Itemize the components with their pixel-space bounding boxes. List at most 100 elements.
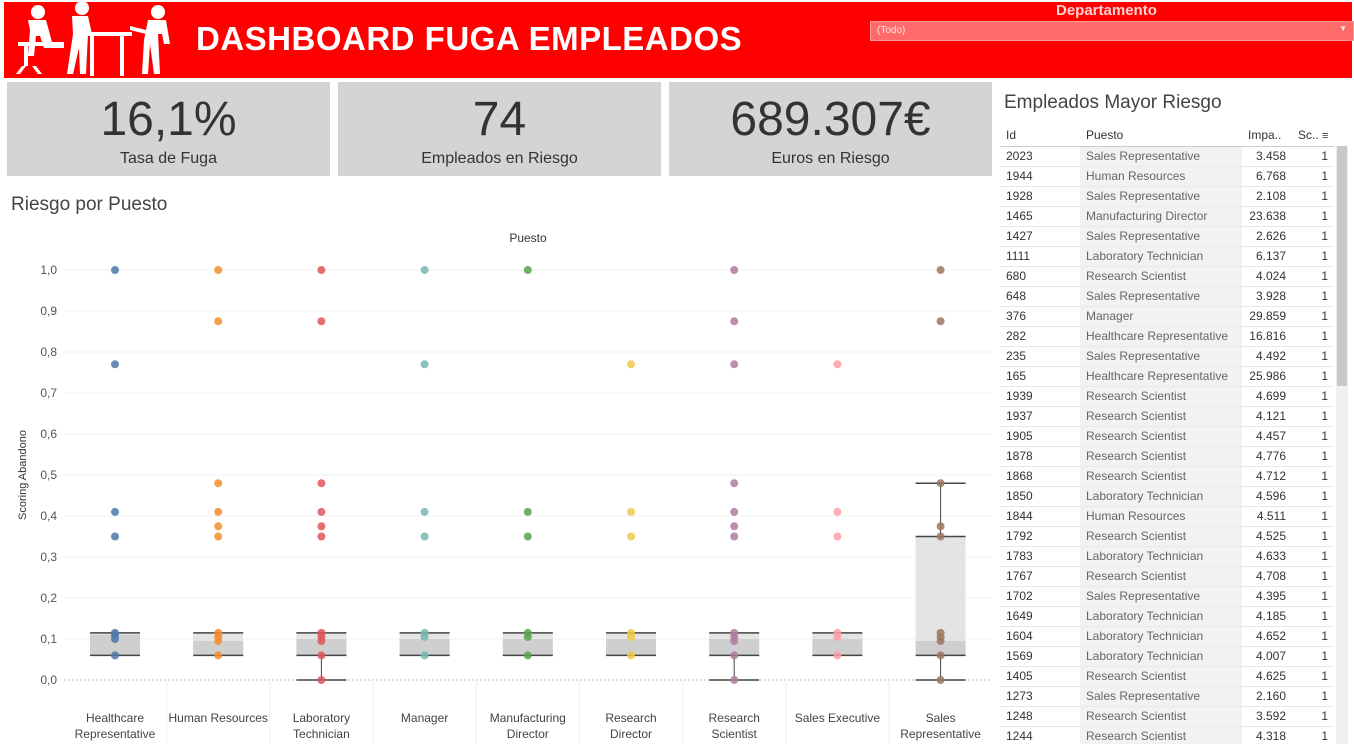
department-filter-select[interactable]: (Todo) ▼ [870,21,1354,41]
table-row[interactable]: 1111 Laboratory Technician 6.137 1 [1000,246,1334,267]
data-point[interactable] [420,507,429,516]
sort-icon[interactable]: ≡ [1322,129,1329,142]
table-row[interactable]: 1939 Research Scientist 4.699 1 [1000,386,1334,407]
data-point[interactable] [730,532,739,541]
table-row[interactable]: 1844 Human Resources 4.511 1 [1000,506,1334,527]
table-row[interactable]: 1427 Sales Representative 2.626 1 [1000,226,1334,247]
table-row[interactable]: 1244 Research Scientist 4.318 1 [1000,726,1334,744]
table-row[interactable]: 1569 Laboratory Technician 4.007 1 [1000,646,1334,667]
data-point[interactable] [730,522,739,531]
table-row[interactable]: 376 Manager 29.859 1 [1000,306,1334,327]
data-point[interactable] [214,317,223,326]
data-point[interactable] [936,266,945,274]
table-row[interactable]: 1792 Research Scientist 4.525 1 [1000,526,1334,547]
data-point[interactable] [420,532,429,541]
table-row[interactable]: 1850 Laboratory Technician 4.596 1 [1000,486,1334,507]
data-point[interactable] [317,532,326,541]
data-point[interactable] [214,522,223,531]
column-header-puesto[interactable]: Puesto [1080,124,1242,147]
data-point[interactable] [317,676,326,684]
data-point[interactable] [730,360,739,369]
column-header-id[interactable]: Id [1000,124,1080,147]
table-row[interactable]: 1868 Research Scientist 4.712 1 [1000,466,1334,487]
data-point[interactable] [936,676,945,684]
table-row[interactable]: 1905 Research Scientist 4.457 1 [1000,426,1334,447]
table-row[interactable]: 2023 Sales Representative 3.458 1 [1000,146,1334,167]
table-row[interactable]: 1878 Research Scientist 4.776 1 [1000,446,1334,467]
column-header-scoring[interactable]: Sc.. ≡ [1292,124,1334,147]
table-row[interactable]: 1767 Research Scientist 4.708 1 [1000,566,1334,587]
table-row[interactable]: 1604 Laboratory Technician 4.652 1 [1000,626,1334,647]
data-point[interactable] [214,266,223,274]
data-point[interactable] [111,507,119,516]
table-row[interactable]: 1405 Research Scientist 4.625 1 [1000,666,1334,687]
data-point[interactable] [936,479,945,488]
table-scrollbar[interactable] [1336,146,1348,744]
data-point[interactable] [214,651,223,660]
data-point[interactable] [730,676,739,684]
data-point[interactable] [730,637,739,646]
data-point[interactable] [420,651,429,660]
high-risk-employees-table[interactable]: Id Puesto Impa.. Sc.. ≡ 2023 Sales Repres… [1000,124,1350,744]
data-point[interactable] [523,632,532,641]
table-row[interactable]: 1944 Human Resources 6.768 1 [1000,166,1334,187]
column-header-impacto[interactable]: Impa.. [1242,124,1292,147]
data-point[interactable] [317,507,326,516]
data-point[interactable] [111,360,119,369]
data-point[interactable] [523,266,532,274]
data-point[interactable] [936,637,945,646]
data-point[interactable] [420,360,429,369]
table-row[interactable]: 648 Sales Representative 3.928 1 [1000,286,1334,307]
table-row[interactable]: 1649 Laboratory Technician 4.185 1 [1000,606,1334,627]
data-point[interactable] [317,522,326,531]
data-point[interactable] [523,532,532,541]
data-point[interactable] [833,507,842,516]
data-point[interactable] [730,479,739,488]
table-row[interactable]: 1465 Manufacturing Director 23.638 1 [1000,206,1334,227]
data-point[interactable] [214,507,223,516]
data-point[interactable] [111,266,119,274]
data-point[interactable] [833,360,842,369]
data-point[interactable] [833,651,842,660]
table-row[interactable]: 680 Research Scientist 4.024 1 [1000,266,1334,287]
table-row[interactable]: 165 Healthcare Representative 25.986 1 [1000,366,1334,387]
data-point[interactable] [420,266,429,274]
data-point[interactable] [936,317,945,326]
data-point[interactable] [317,266,326,274]
data-point[interactable] [730,651,739,660]
data-point[interactable] [317,637,326,646]
data-point[interactable] [833,632,842,641]
table-row[interactable]: 1273 Sales Representative 2.160 1 [1000,686,1334,707]
data-point[interactable] [523,651,532,660]
data-point[interactable] [214,637,223,646]
data-point[interactable] [730,266,739,274]
table-row[interactable]: 1248 Research Scientist 3.592 1 [1000,706,1334,727]
table-row[interactable]: 1702 Sales Representative 4.395 1 [1000,586,1334,607]
data-point[interactable] [936,651,945,660]
data-point[interactable] [730,317,739,326]
data-point[interactable] [317,651,326,660]
data-point[interactable] [317,479,326,488]
data-point[interactable] [214,532,223,541]
data-point[interactable] [214,479,223,488]
chevron-down-icon[interactable]: ▼ [1339,24,1347,33]
table-row[interactable]: 235 Sales Representative 4.492 1 [1000,346,1334,367]
data-point[interactable] [523,507,532,516]
data-point[interactable] [420,632,429,641]
table-row[interactable]: 1783 Laboratory Technician 4.633 1 [1000,546,1334,567]
data-point[interactable] [627,532,635,541]
data-point[interactable] [111,532,119,541]
data-point[interactable] [627,507,635,516]
table-row[interactable]: 1928 Sales Representative 2.108 1 [1000,186,1334,207]
table-row[interactable]: 1937 Research Scientist 4.121 1 [1000,406,1334,427]
data-point[interactable] [111,651,119,660]
data-point[interactable] [111,635,119,643]
data-point[interactable] [627,651,635,660]
table-row[interactable]: 282 Healthcare Representative 16.816 1 [1000,326,1334,347]
data-point[interactable] [627,360,635,369]
data-point[interactable] [730,507,739,516]
data-point[interactable] [317,317,326,326]
risk-by-position-chart[interactable]: Puesto Scoring Abandono 1,0 0,9 0,8 0,7 0,6 0,5… [0,224,996,754]
scrollbar-thumb[interactable] [1337,146,1347,386]
data-point[interactable] [627,632,635,641]
